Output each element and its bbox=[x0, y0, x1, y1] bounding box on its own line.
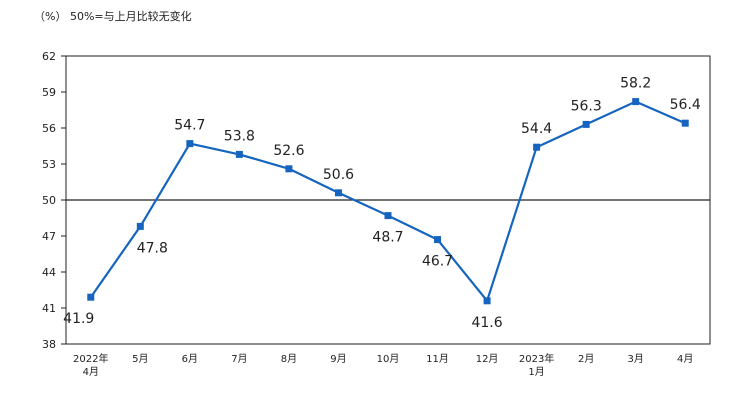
y-tick-label: 44 bbox=[42, 266, 56, 279]
x-tick-label: 10月 bbox=[377, 353, 400, 365]
data-label: 56.3 bbox=[571, 98, 602, 114]
data-point bbox=[483, 297, 491, 305]
data-label: 50.6 bbox=[323, 167, 354, 183]
data-label: 54.7 bbox=[174, 118, 205, 134]
series-group bbox=[87, 98, 689, 305]
y-tick-label: 38 bbox=[42, 338, 56, 351]
data-point bbox=[334, 189, 342, 197]
data-label: 41.9 bbox=[63, 311, 94, 327]
x-tick-label: 7月 bbox=[231, 353, 247, 365]
x-tick-label: 5月 bbox=[132, 353, 148, 365]
data-point bbox=[632, 98, 640, 106]
x-tick-label: 6月 bbox=[182, 353, 198, 365]
x-tick-label: 8月 bbox=[281, 353, 297, 365]
x-tick-label: 2022年 4月 bbox=[73, 352, 108, 378]
data-label: 48.7 bbox=[372, 230, 403, 246]
unit-note: （%） 50%=与上月比较无变化 bbox=[34, 9, 192, 23]
data-label: 52.6 bbox=[273, 143, 304, 159]
x-tick-label: 2023年 1月 bbox=[519, 352, 554, 378]
x-tick-label: 12月 bbox=[476, 353, 499, 365]
x-tick-label: 4月 bbox=[677, 353, 693, 365]
axes: 38 41 44 47 50 53 56 59 62 2022年 4月 5月 6月 7月 8月 9月 10月 11… bbox=[42, 50, 711, 378]
data-label: 41.6 bbox=[471, 315, 502, 331]
y-tick-label: 50 bbox=[42, 194, 56, 207]
x-tick-label: 11月 bbox=[426, 353, 449, 365]
data-point bbox=[681, 119, 689, 127]
data-point bbox=[136, 222, 144, 230]
data-label: 58.2 bbox=[620, 76, 651, 92]
data-label: 47.8 bbox=[137, 240, 168, 256]
y-tick-label: 56 bbox=[42, 122, 56, 135]
data-point bbox=[582, 120, 590, 128]
y-tick-label: 47 bbox=[42, 230, 56, 243]
data-labels-group: 41.9 47.8 54.7 53.8 52.6 50.6 48.7 46.7 41.6 54.4… bbox=[63, 76, 701, 331]
data-label: 53.8 bbox=[224, 128, 255, 144]
data-point bbox=[285, 165, 293, 173]
y-tick-label: 41 bbox=[42, 302, 56, 315]
data-point bbox=[186, 140, 194, 148]
data-label: 54.4 bbox=[521, 121, 552, 137]
data-label: 56.4 bbox=[670, 97, 701, 113]
y-tick-label: 62 bbox=[42, 50, 56, 63]
y-tick-label: 59 bbox=[42, 86, 56, 99]
data-point bbox=[533, 143, 541, 151]
y-tick-label: 53 bbox=[42, 158, 56, 171]
data-point bbox=[87, 293, 95, 301]
data-label: 46.7 bbox=[422, 254, 453, 270]
data-point bbox=[384, 212, 392, 220]
x-tick-label: 9月 bbox=[330, 353, 346, 365]
x-tick-label: 2月 bbox=[578, 353, 594, 365]
data-point bbox=[235, 150, 243, 158]
x-tick-label: 3月 bbox=[628, 353, 644, 365]
data-point bbox=[434, 236, 442, 244]
